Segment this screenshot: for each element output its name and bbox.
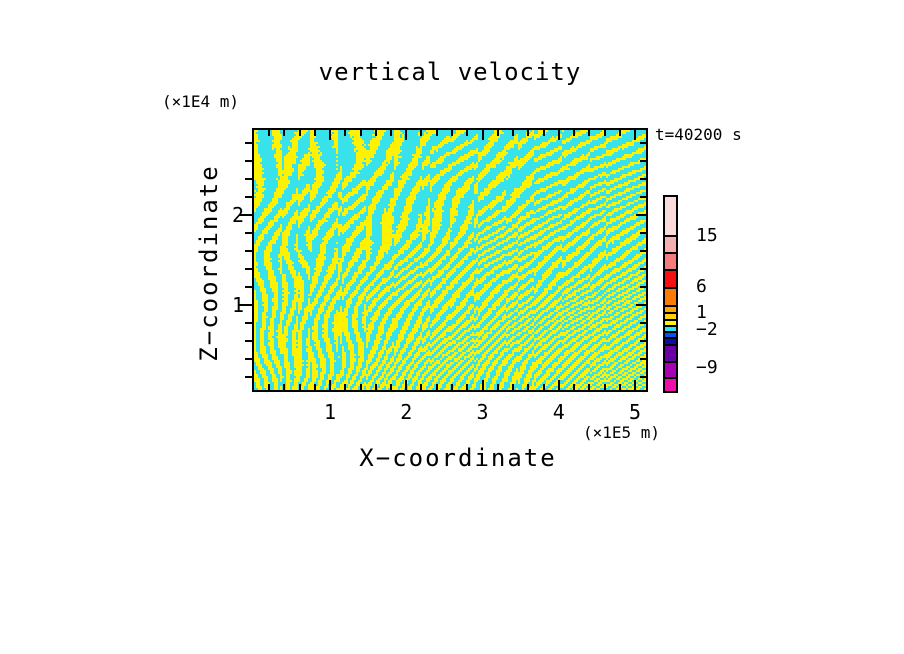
z-axis-tick-mark bbox=[239, 214, 252, 216]
z-axis-tick-mark bbox=[245, 322, 252, 324]
colorbar-segment bbox=[665, 287, 676, 305]
chart-title: vertical velocity bbox=[318, 58, 582, 86]
colorbar-segment bbox=[665, 337, 676, 344]
colorbar-tick-label: 6 bbox=[696, 276, 707, 297]
colorbar-tick-label: −9 bbox=[696, 357, 718, 378]
colorbar-segment bbox=[665, 319, 676, 325]
z-axis-tick-mark bbox=[245, 232, 252, 234]
colorbar-segment bbox=[665, 331, 676, 337]
z-axis-tick-label: 1 bbox=[231, 293, 244, 317]
colorbar-tick-label: −2 bbox=[696, 319, 718, 340]
z-axis-unit-label: (×1E4 m) bbox=[162, 92, 240, 111]
colorbar bbox=[663, 195, 678, 393]
z-axis-tick-mark bbox=[245, 268, 252, 270]
colorbar-segment bbox=[665, 325, 676, 331]
z-axis-tick-mark bbox=[245, 196, 252, 198]
z-axis-tick-mark bbox=[245, 178, 252, 180]
time-annotation: t=40200 s bbox=[655, 125, 742, 144]
z-axis-tick-mark bbox=[245, 142, 252, 144]
x-axis-tick-label: 1 bbox=[323, 400, 337, 424]
z-axis-tick-mark bbox=[245, 358, 252, 360]
x-axis-unit-label: (×1E5 m) bbox=[582, 423, 660, 442]
colorbar-segment bbox=[665, 305, 676, 312]
colorbar-segment bbox=[665, 377, 676, 391]
colorbar-segment bbox=[665, 361, 676, 377]
z-axis-tick-mark bbox=[239, 304, 252, 306]
x-axis-tick-label: 3 bbox=[476, 400, 489, 424]
x-axis-tick-label: 5 bbox=[628, 400, 642, 424]
z-axis-tick-label: 2 bbox=[231, 203, 244, 227]
colorbar-segment bbox=[665, 235, 676, 252]
colorbar-segment bbox=[665, 197, 676, 235]
colorbar-tick-label: 1 bbox=[696, 302, 707, 323]
z-axis-tick-mark bbox=[245, 250, 252, 252]
z-axis-tick-mark bbox=[245, 340, 252, 342]
colorbar-segment bbox=[665, 269, 676, 287]
colorbar-segment bbox=[665, 344, 676, 361]
colorbar-segment bbox=[665, 252, 676, 269]
z-axis-tick-mark bbox=[245, 376, 252, 378]
colorbar-tick-label: 15 bbox=[696, 225, 718, 246]
z-axis-tick-mark bbox=[245, 286, 252, 288]
plot-frame bbox=[252, 128, 648, 392]
z-axis-tick-mark bbox=[245, 160, 252, 162]
colorbar-segment bbox=[665, 312, 676, 319]
x-axis-tick-label: 4 bbox=[552, 400, 565, 424]
x-axis-tick-label: 2 bbox=[400, 400, 413, 424]
x-axis-title: X−coordinate bbox=[359, 444, 557, 472]
z-axis-title: Z−coordinate bbox=[195, 164, 223, 362]
heatmap-canvas bbox=[254, 130, 646, 390]
